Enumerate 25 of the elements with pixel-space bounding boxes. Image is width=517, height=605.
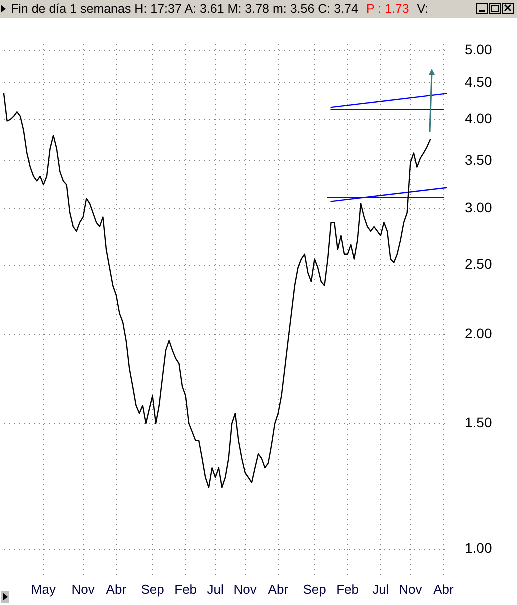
y-tick-label: 2.50 (465, 256, 492, 272)
y-tick-label: 3.50 (465, 152, 492, 168)
x-tick-label: Jul (207, 582, 224, 597)
x-tick-label: Abr (434, 582, 454, 597)
x-tick-label: Abr (106, 582, 128, 597)
y-tick-label: 5.00 (465, 41, 492, 58)
x-tick-label: Feb (336, 582, 360, 597)
x-tick-label: Nov (399, 582, 423, 597)
x-tick-label: Nov (72, 582, 96, 597)
x-tick-label: Sep (303, 582, 326, 597)
x-tick-label: Feb (174, 582, 198, 597)
x-tick-label: Abr (268, 582, 290, 597)
x-tick-label: Jul (372, 582, 390, 597)
x-tick-label: May (31, 582, 56, 597)
y-tick-label: 1.00 (465, 540, 492, 556)
chart-title: Fin de día 1 semanas H: 17:37 A: 3.61 M: 3.78 m: 3.56 C: 3.74 (11, 2, 358, 16)
x-tick-label: Nov (234, 582, 258, 597)
text: V: (417, 2, 429, 16)
y-tick-label: 1.50 (465, 414, 492, 431)
y-tick-label: 4.50 (465, 74, 492, 90)
y-tick-label: 4.00 (465, 110, 492, 127)
y-tick-label: 2.00 (465, 325, 492, 342)
x-tick-label: Sep (141, 582, 164, 597)
text: P : 1.73 (366, 2, 410, 16)
y-tick-label: 3.00 (465, 200, 492, 216)
